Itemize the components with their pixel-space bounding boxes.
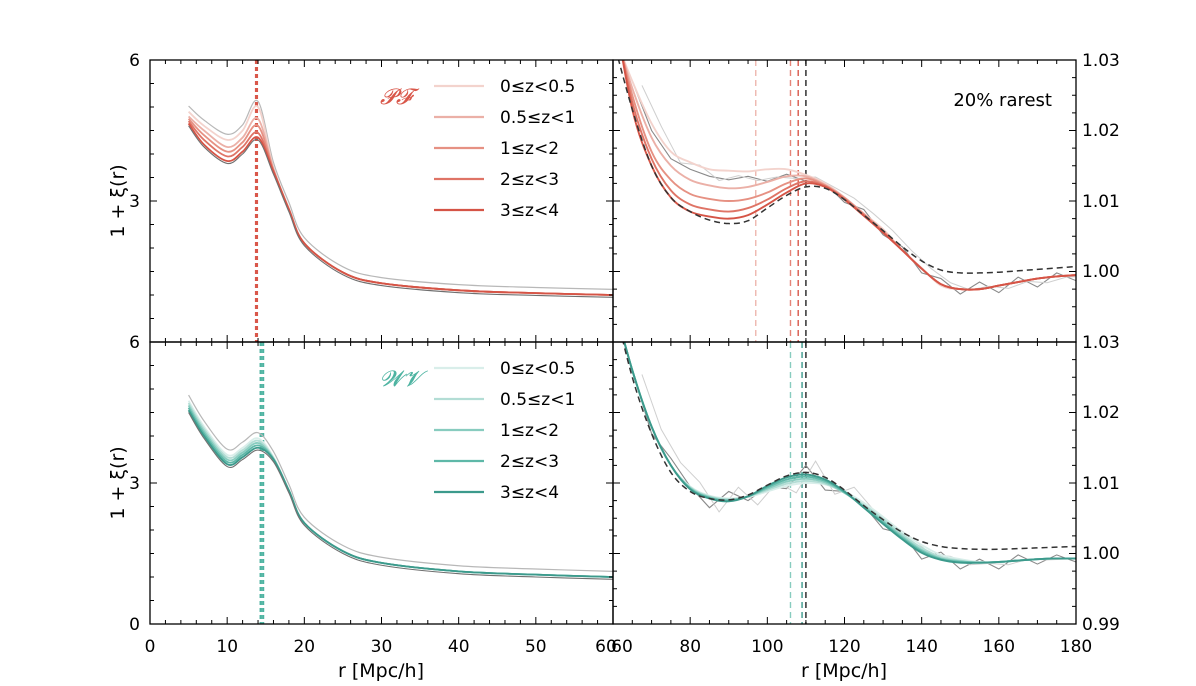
panel-top-left	[187, 60, 613, 342]
x-tick-label-30: 30	[371, 637, 393, 657]
panel-top-right	[617, 60, 1076, 342]
y-tick-label-bottom-3: 3	[129, 474, 140, 494]
ry-tick-label-top-1.00: 1.00	[1082, 262, 1120, 282]
y-tick-label-bottom-0: 0	[129, 615, 140, 635]
y-axis-label-top: 1 + ξ(r)	[107, 164, 129, 237]
legend-wv-label-2: 1≤z<2	[500, 421, 559, 441]
x-tick-label-0: 0	[145, 637, 156, 657]
ry-tick-label-bottom-1.00: 1.00	[1082, 544, 1120, 564]
tick-marks	[149, 59, 1077, 625]
dark-reference-curve-pf	[188, 125, 613, 298]
right-series-line-pf-4	[621, 60, 1076, 291]
ry-tick-label-bottom-1.02: 1.02	[1082, 403, 1120, 423]
legend-pf-label-0: 0≤z<0.5	[500, 77, 575, 97]
rx-tick-label-160: 160	[983, 637, 1015, 657]
x-axis-label-right: r [Mpc/h]	[801, 660, 887, 682]
y-tick-label-top-6: 6	[129, 51, 140, 71]
right-series-line-pf-3	[621, 60, 1076, 291]
rx-tick-label-180: 180	[1060, 637, 1092, 657]
legend-wv-label-4: 3≤z<4	[500, 483, 559, 503]
reference-curve-wv	[188, 394, 613, 572]
legend-wv-label-0: 0≤z<0.5	[500, 359, 575, 379]
ry-tick-label-top-1.03: 1.03	[1082, 51, 1120, 71]
y-tick-label-top-3: 3	[129, 192, 140, 212]
panel-bottom-right	[622, 342, 1076, 624]
ry-tick-label-bottom-1.03: 1.03	[1082, 333, 1120, 353]
rx-tick-label-60: 60	[611, 637, 633, 657]
measurement-line-light-pf	[641, 85, 1076, 291]
tracer-tag-wv: 𝓦𝓥	[380, 367, 428, 392]
ry-tick-label-top-1.02: 1.02	[1082, 121, 1120, 141]
legend-pf-label-4: 3≤z<4	[500, 201, 559, 221]
panel-bottom-left	[187, 342, 613, 624]
rarest-annotation: 20% rarest	[953, 90, 1052, 111]
ry-tick-label-bottom-0.99: 0.99	[1082, 615, 1120, 635]
y-axis-label-bottom: 1 + ξ(r)	[107, 446, 129, 519]
rx-tick-label-100: 100	[751, 637, 783, 657]
legend-pf-label-3: 2≤z<3	[500, 170, 559, 190]
measurement-line-light-wv	[641, 374, 1076, 566]
measurement-line-pf	[631, 80, 1076, 295]
legend-wv-label-1: 0.5≤z<1	[500, 390, 575, 410]
tracer-tag-pf: 𝓟𝓕	[380, 85, 420, 110]
rx-tick-label-140: 140	[905, 637, 937, 657]
rx-tick-label-80: 80	[679, 637, 701, 657]
x-tick-label-40: 40	[448, 637, 470, 657]
measurement-line-wv	[631, 370, 1076, 570]
x-tick-label-50: 50	[525, 637, 547, 657]
frame-bottom-right	[612, 341, 1077, 625]
legend-pf-label-1: 0.5≤z<1	[500, 108, 575, 128]
rx-tick-label-120: 120	[828, 637, 860, 657]
y-tick-label-bottom-6: 6	[129, 333, 140, 353]
legend-pf: 0≤z<0.5 0.5≤z<1 1≤z<2 2≤z<3 3≤z<4	[434, 77, 575, 221]
legend-pf-label-2: 1≤z<2	[500, 139, 559, 159]
series-line-wv-4	[187, 409, 613, 578]
right-series-line-pf-0	[622, 60, 1076, 291]
legend-wv: 0≤z<0.5 0.5≤z<1 1≤z<2 2≤z<3 3≤z<4	[434, 359, 575, 503]
dark-reference-curve-wv	[188, 412, 613, 580]
x-tick-label-60: 60	[595, 637, 617, 657]
model-dashed-line-pf	[617, 60, 1076, 274]
ry-tick-label-top-1.01: 1.01	[1082, 192, 1120, 212]
x-axis-label-left: r [Mpc/h]	[338, 660, 424, 682]
reference-curve-pf	[188, 99, 613, 290]
x-tick-label-10: 10	[216, 637, 238, 657]
x-tick-label-20: 20	[293, 637, 315, 657]
legend-wv-label-3: 2≤z<3	[500, 452, 559, 472]
series-line-pf-4	[187, 122, 613, 296]
right-series-line-wv-4	[623, 342, 1076, 564]
ry-tick-label-bottom-1.01: 1.01	[1082, 474, 1120, 494]
model-dashed-line-wv	[622, 342, 1076, 551]
right-series-line-pf-2	[622, 60, 1076, 291]
